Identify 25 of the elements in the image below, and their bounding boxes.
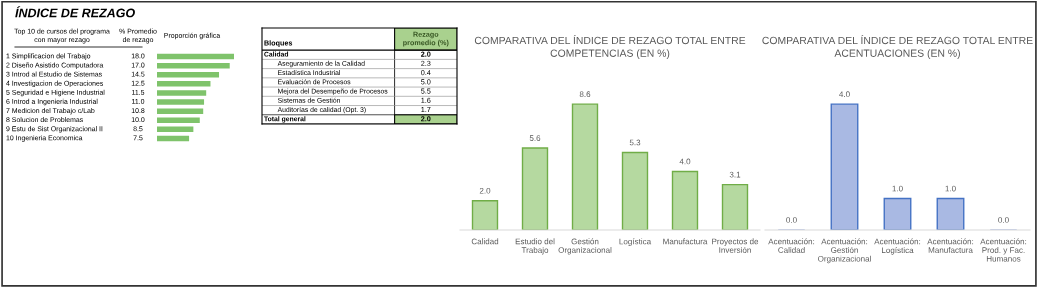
data-label: 1.0 xyxy=(945,185,956,192)
data-label: 5.3 xyxy=(629,139,641,146)
x-tick-label: Calidad xyxy=(471,238,499,245)
x-tick-label: Acentuación: Prod. y Fac. Humanos xyxy=(980,238,1027,262)
x-tick-label: Acentuación: Logística xyxy=(874,238,921,255)
data-label: 5.6 xyxy=(529,135,541,141)
data-label: 4.0 xyxy=(839,91,850,98)
data-label: 0.0 xyxy=(998,217,1009,223)
x-tick-label: Acentuación: Gestión Organizacional xyxy=(818,238,871,264)
chart-title: COMPARATIVA DEL ÍNDICE DE REZAGO TOTAL ENTRE ACENTUACIONES (EN %) xyxy=(762,35,1033,59)
chart-title: COMPARATIVA DEL ÍNDICE DE REZAGO TOTAL ENTRE COMPETENCIAS (EN %) xyxy=(474,35,746,59)
data-label: 3.1 xyxy=(729,171,741,178)
x-tick-label: Estudio del Trabajo xyxy=(515,238,555,255)
x-tick-label: Manufactura xyxy=(663,238,708,245)
x-tick-label: Proyectos de Inversión xyxy=(712,238,759,253)
x-tick-label: Acentuación: Manufactura xyxy=(927,238,974,253)
data-label: 1.0 xyxy=(892,185,903,192)
x-tick-label: Gestión Organizacional xyxy=(558,238,612,255)
chart-title: ÍNDICE DE REZAGO xyxy=(15,6,135,18)
data-label: 2.0 xyxy=(479,187,491,194)
x-tick-label: Logística xyxy=(619,238,652,246)
data-label: 4.0 xyxy=(679,158,691,165)
data-label: 8.6 xyxy=(579,91,591,98)
x-tick-label: Acentuación: Calidad xyxy=(768,238,815,253)
data-label: 0.0 xyxy=(786,217,797,223)
